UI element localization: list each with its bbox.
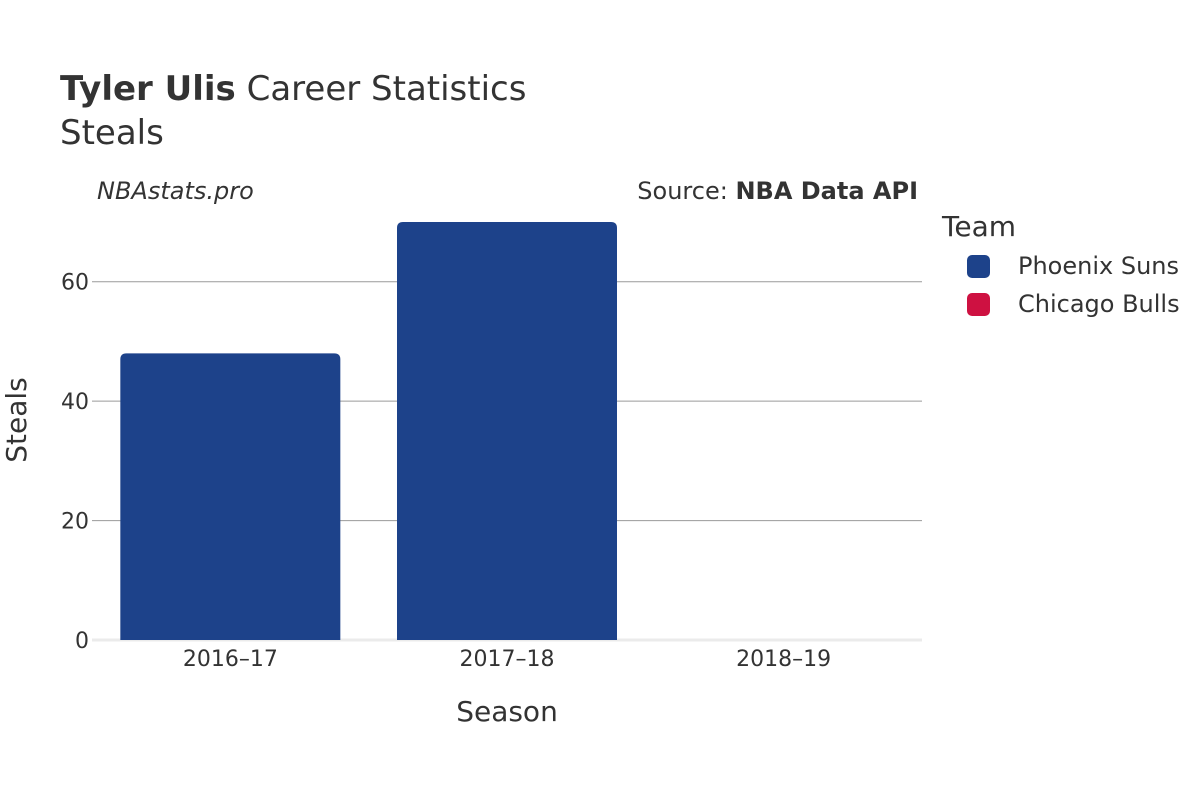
player-name: Tyler Ulis (60, 69, 236, 109)
y-tick-label-60: 60 (61, 271, 89, 296)
y-axis-title: Steals (0, 377, 33, 463)
legend-label-chicago-bulls: Chicago Bulls (1018, 290, 1180, 318)
legend-label-phoenix-suns: Phoenix Suns (1018, 252, 1180, 280)
chart-subtitle: Steals (60, 113, 164, 153)
chart-title: Tyler Ulis Career Statistics (60, 68, 526, 110)
source-credit: Source: NBA Data API (637, 177, 918, 205)
x-tick-label-2017–18: 2017–18 (460, 647, 555, 672)
source-name: NBA Data API (735, 177, 918, 205)
x-axis-title: Season (456, 695, 558, 728)
y-tick-label-40: 40 (61, 390, 89, 415)
watermark: NBAstats.pro (97, 177, 254, 205)
legend-item-phoenix-suns[interactable]: Phoenix Suns (967, 252, 1179, 280)
bar-phoenix-suns-2016–17[interactable] (120, 353, 341, 640)
y-tick-label-0: 0 (75, 629, 89, 654)
legend-title: Team (942, 210, 1017, 243)
bar-phoenix-suns-2017–18[interactable] (397, 222, 617, 640)
legend-swatch-chicago-bulls (967, 292, 990, 316)
y-tick-label-20: 20 (61, 510, 89, 535)
source-prefix: Source: (637, 177, 736, 205)
title-suffix: Career Statistics (235, 69, 527, 109)
x-tick-label-2016–17: 2016–17 (183, 647, 278, 672)
legend-swatch-phoenix-suns (967, 254, 990, 278)
x-tick-label-2018–19: 2018–19 (736, 647, 831, 672)
legend-item-chicago-bulls[interactable]: Chicago Bulls (967, 290, 1180, 318)
